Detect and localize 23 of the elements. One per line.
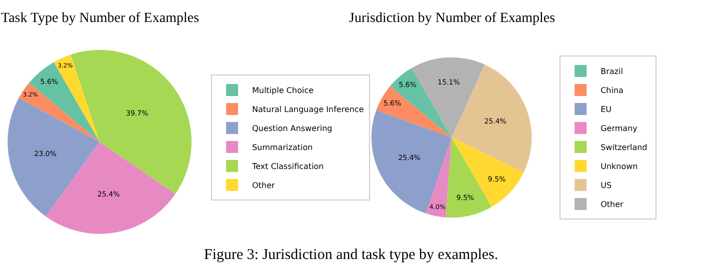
- legend-label: Brazil: [600, 67, 626, 76]
- pie-slice: [376, 86, 452, 138]
- legend-label: US: [600, 181, 614, 190]
- legend-label: Question Answering: [252, 124, 332, 134]
- legend-label: Multiple Choice: [252, 86, 314, 96]
- legend-label: Other: [252, 181, 276, 190]
- pie-slice: [18, 82, 100, 142]
- pie-slice: [426, 138, 452, 218]
- legend-label: Summarization: [252, 143, 313, 152]
- legend-label: Natural Language Inference: [252, 105, 364, 114]
- legend-label: EU: [600, 105, 614, 114]
- legend-label: Germany: [600, 124, 640, 134]
- pie-slice: [452, 138, 524, 207]
- legend-label: Switzerland: [600, 143, 650, 152]
- legend-label: China: [600, 86, 626, 96]
- legend-label: Text Classification: [251, 162, 324, 172]
- legend-label: Unknown: [600, 162, 640, 172]
- pie-slice: [371, 110, 452, 214]
- chart-title: Jurisdiction by Number of Examples: [349, 11, 556, 26]
- caption: Figure 3: Jurisdiction and task type by examples.: [204, 247, 498, 263]
- chart-title: Task Type by Number of Examples: [1, 11, 200, 26]
- pie-slice: [8, 98, 100, 217]
- legend-label: Other: [600, 200, 626, 210]
